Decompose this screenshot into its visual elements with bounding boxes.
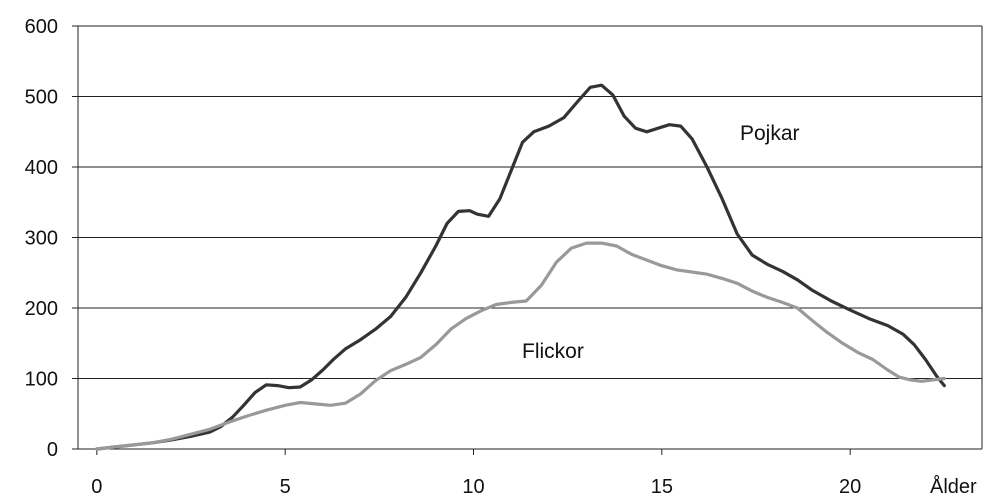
y-tick-label-500: 500: [25, 87, 58, 109]
series-label-flickor: Flickor: [522, 340, 584, 363]
y-tick-label-300: 300: [25, 228, 58, 250]
y-tick-label-400: 400: [25, 157, 58, 179]
y-tick-label-0: 0: [47, 439, 58, 461]
x-tick-label-5: 5: [280, 476, 291, 497]
x-tick-label-20: 20: [839, 476, 861, 497]
y-tick-label-100: 100: [25, 369, 58, 391]
tick-labels: 0 100 200 300 400 500 600 0 5 10 15 20: [25, 16, 862, 497]
x-tick-label-15: 15: [651, 476, 673, 497]
gridlines: [78, 25, 982, 379]
x-axis-title: Ålder: [930, 475, 977, 497]
axes: [72, 25, 983, 455]
series-line-flickor: [95, 241, 946, 451]
y-tick-label-600: 600: [25, 16, 58, 38]
x-tick-label-10: 10: [462, 476, 484, 497]
series-lines: [95, 83, 946, 451]
series-line-pojkar: [95, 83, 946, 451]
series-label-pojkar: Pojkar: [740, 122, 800, 145]
x-tick-label-0: 0: [91, 476, 102, 497]
y-tick-label-200: 200: [25, 298, 58, 320]
